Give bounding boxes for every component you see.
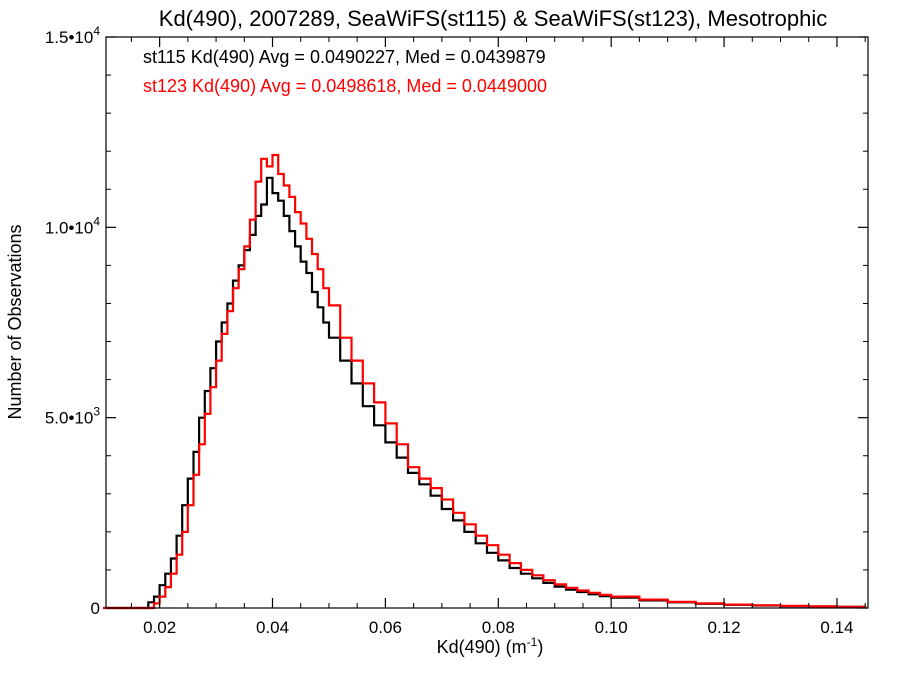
x-axis-label-text: Kd(490) (m: [437, 637, 527, 657]
x-tick-label: 0.02: [143, 618, 176, 637]
x-tick-label: 0.14: [820, 618, 853, 637]
x-axis-label: Kd(490) (m-1): [437, 635, 544, 657]
annotation-st123: st123 Kd(490) Avg = 0.0498618, Med = 0.0…: [143, 76, 547, 96]
series-line-st123: [103, 153, 867, 610]
y-tick-label: 5.0•103: [45, 405, 101, 428]
x-axis-label-sup: -1: [527, 635, 538, 649]
y-tick-label: 1.5•104: [45, 24, 101, 47]
x-tick-label: 0.08: [482, 618, 515, 637]
x-tick-label: 0.12: [708, 618, 741, 637]
annotation-st115: st115 Kd(490) Avg = 0.0490227, Med = 0.0…: [143, 47, 546, 67]
x-tick-label: 0.10: [595, 618, 628, 637]
y-tick-label: 1.0•104: [45, 214, 101, 237]
x-tick-label: 0.04: [256, 618, 289, 637]
x-tick-label: 0.06: [369, 618, 402, 637]
ticks-layer: 0.02 0.04 0.06 0.08 0.10 0.12 0.14 0 5.0•103 1.0•…: [45, 24, 868, 637]
y-axis-label: Number of Observations: [5, 224, 25, 419]
chart-title: Kd(490), 2007289, SeaWiFS(st115) & SeaWi…: [159, 6, 827, 31]
plot-frame: [105, 36, 869, 609]
series-layer: [103, 153, 867, 610]
series-line-st115: [103, 176, 867, 610]
y-tick-label: 0: [91, 599, 100, 618]
x-axis-label-close: ): [537, 637, 543, 657]
